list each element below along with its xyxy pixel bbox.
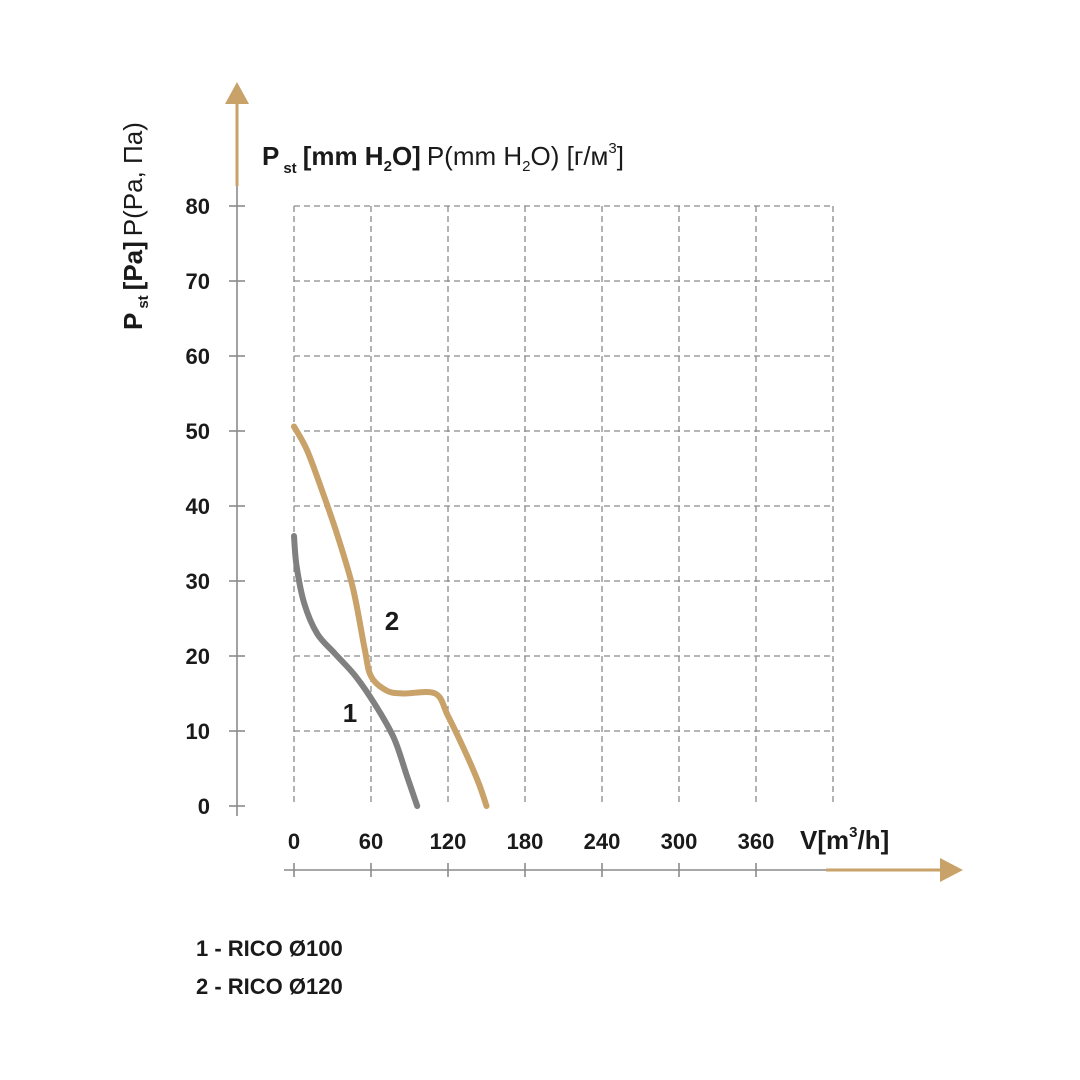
legend-item-1: 1 - RICO Ø100 xyxy=(196,936,343,961)
tick-labels: 0 10 20 30 40 50 60 70 80 0 60 120 180 240 300 360 xyxy=(186,194,775,854)
x-axis-label: V[m3/h] xyxy=(800,824,889,855)
grid xyxy=(293,205,834,806)
axes xyxy=(225,82,963,882)
y-tick-label: 20 xyxy=(186,644,210,669)
y-tick-label: 80 xyxy=(186,194,210,219)
series-lines xyxy=(291,423,490,809)
y-tick-label: 40 xyxy=(186,494,210,519)
legend-item-2: 2 - RICO Ø120 xyxy=(196,974,343,999)
y-tick-label: 30 xyxy=(186,569,210,594)
x-axis-arrow-head xyxy=(940,858,963,882)
series-line-2 xyxy=(291,423,490,809)
series-line-1 xyxy=(291,533,421,809)
y-axis-label: Pst[Pa]P(Pa, Па) xyxy=(118,122,152,330)
y-axis-arrow-head xyxy=(225,82,249,104)
x-tick-label: 240 xyxy=(584,829,621,854)
curve-labels: 12 xyxy=(343,606,399,728)
x-tick-label: 180 xyxy=(507,829,544,854)
x-tick-label: 300 xyxy=(661,829,698,854)
legend: 1 - RICO Ø100 2 - RICO Ø120 xyxy=(196,930,343,1006)
curve-label-1: 1 xyxy=(343,698,357,728)
x-tick-label: 0 xyxy=(288,829,300,854)
x-tick-label: 60 xyxy=(359,829,383,854)
y-tick-label: 50 xyxy=(186,419,210,444)
y-tick-label: 70 xyxy=(186,269,210,294)
y-tick-label: 10 xyxy=(186,719,210,744)
x-tick-label: 360 xyxy=(738,829,775,854)
y-tick-label: 0 xyxy=(198,794,210,819)
x-tick-label: 120 xyxy=(430,829,467,854)
curve-label-2: 2 xyxy=(385,606,399,636)
y-tick-label: 60 xyxy=(186,344,210,369)
